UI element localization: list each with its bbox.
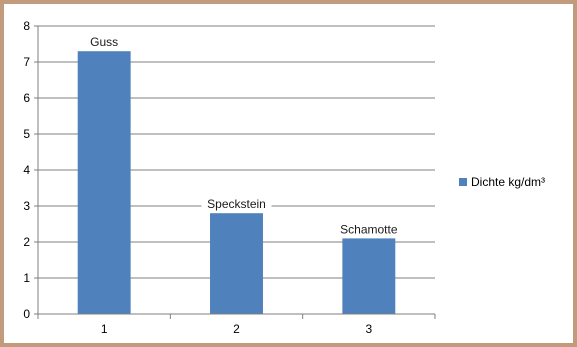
bars <box>77 51 396 314</box>
bar <box>77 51 131 314</box>
data-label-backdrop <box>201 197 272 212</box>
x-axis-tick-labels: 1 2 3 <box>101 322 373 336</box>
y-tick-label: 4 <box>23 163 30 177</box>
legend-swatch <box>459 178 467 186</box>
legend: Dichte kg/dm³ <box>459 175 545 189</box>
y-tick-label: 1 <box>23 271 30 285</box>
y-tick-label: 7 <box>23 55 30 69</box>
data-label: Schamotte <box>340 222 398 236</box>
bar <box>342 238 396 314</box>
y-tick-label: 2 <box>23 235 30 249</box>
x-tick-label: 2 <box>233 322 240 336</box>
data-label-backdrop <box>88 35 120 50</box>
x-tick-label: 3 <box>365 322 372 336</box>
x-tick-label: 1 <box>101 322 108 336</box>
y-tick-label: 8 <box>23 19 30 33</box>
y-axis-tick-labels: 0 1 2 3 4 5 6 7 8 <box>23 19 30 321</box>
y-tick-label: 5 <box>23 127 30 141</box>
data-label-backdrop <box>337 222 401 237</box>
data-labels: Guss Speckstein Schamotte <box>88 35 401 237</box>
y-tick-label: 3 <box>23 199 30 213</box>
data-label: Speckstein <box>207 197 266 211</box>
bar-chart: 0 1 2 3 4 5 6 7 8 1 2 3 Guss Speckstein Schamotte Di… <box>23 19 545 336</box>
bar <box>210 213 263 314</box>
y-tick-label: 6 <box>23 91 30 105</box>
data-label: Guss <box>90 35 118 49</box>
legend-label: Dichte kg/dm³ <box>471 175 545 189</box>
y-tick-label: 0 <box>23 307 30 321</box>
chart-frame: 0 1 2 3 4 5 6 7 8 1 2 3 Guss Speckstein Schamotte Di… <box>4 4 573 343</box>
axes <box>34 25 436 319</box>
